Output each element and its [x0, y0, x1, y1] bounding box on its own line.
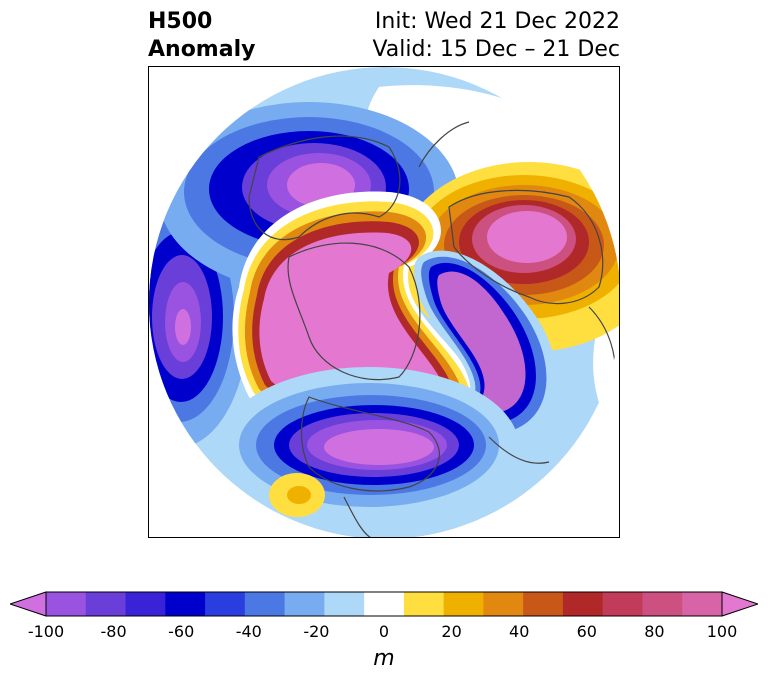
colorbar-extend-low: [10, 591, 47, 617]
map-frame: [148, 66, 620, 538]
colorbar-swatch: [562, 592, 604, 616]
colorbar-tick-label: 60: [576, 622, 597, 641]
colorbar-swatch: [642, 592, 683, 616]
colorbar-swatch: [682, 592, 723, 616]
colorbar-swatch: [364, 592, 405, 616]
globe: [149, 67, 619, 537]
colorbar: [10, 591, 758, 617]
colorbar-extend-high: [721, 591, 758, 617]
colorbar-tick-label: 80: [644, 622, 665, 641]
colorbar-tick-label: 40: [509, 622, 530, 641]
colorbar-swatch: [205, 592, 246, 616]
title-field: Anomaly: [148, 37, 256, 62]
colorbar-swatch: [46, 592, 87, 616]
colorbar-tick-label: -20: [303, 622, 330, 641]
colorbar-swatch: [125, 592, 166, 616]
colorbar-tick-label: 0: [378, 622, 390, 641]
negative-anomaly-us: [219, 367, 519, 527]
colorbar-swatch: [483, 592, 524, 616]
colorbar-swatch: [244, 592, 286, 616]
colorbar-tick-label: -80: [100, 622, 127, 641]
colorbar-outline: [45, 591, 723, 617]
colorbar-swatch: [85, 592, 127, 616]
colorbar-swatch: [602, 592, 643, 616]
colorbar-swatch: [443, 592, 484, 616]
colorbar-swatch: [403, 592, 445, 616]
colorbar-tick-label: -100: [27, 622, 65, 641]
colorbar-tick-label: -60: [168, 622, 195, 641]
title-left: H500 Anomaly: [148, 8, 255, 64]
coastlines: [248, 121, 616, 537]
colorbar-swatch: [523, 592, 564, 616]
colorbar-tick-label: 100: [706, 622, 738, 641]
colorbar-swatch: [165, 592, 206, 616]
valid-range: Valid: 15 Dec – 21 Dec: [372, 37, 620, 62]
colorbar-unit: m: [373, 646, 395, 671]
negative-anomaly-atlantic: [414, 250, 557, 445]
colorbar-swatch: [324, 592, 365, 616]
title-variable: H500: [148, 9, 213, 34]
colorbar-tick-label: 20: [441, 622, 462, 641]
anomaly-map: [149, 67, 619, 537]
colorbar-ticks: -100 -80 -60 -40 -20 0 20 40 60 80 100: [0, 622, 768, 644]
init-time: Init: Wed 21 Dec 2022: [374, 9, 620, 34]
positive-anomaly-pacific-small: [269, 473, 325, 517]
title-right: Init: Wed 21 Dec 2022 Valid: 15 Dec – 21…: [372, 8, 620, 64]
colorbar-tick-label: -40: [235, 622, 262, 641]
colorbar-swatch: [284, 592, 325, 616]
